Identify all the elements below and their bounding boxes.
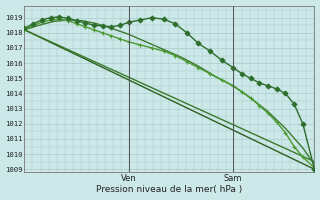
X-axis label: Pression niveau de la mer( hPa ): Pression niveau de la mer( hPa ) xyxy=(96,185,243,194)
